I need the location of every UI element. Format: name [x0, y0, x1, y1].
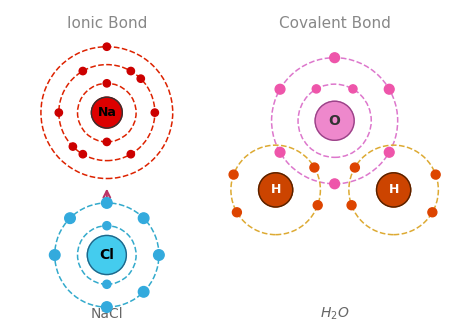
Text: H: H	[271, 183, 281, 196]
Text: O: O	[328, 114, 341, 128]
Text: Covalent Bond: Covalent Bond	[279, 16, 391, 31]
Circle shape	[275, 84, 285, 94]
Circle shape	[349, 85, 357, 93]
Circle shape	[330, 53, 339, 63]
Circle shape	[127, 151, 135, 158]
Circle shape	[428, 208, 437, 217]
Circle shape	[431, 170, 440, 179]
Text: Cl: Cl	[100, 248, 114, 262]
Circle shape	[55, 109, 63, 116]
Text: $H_2O$: $H_2O$	[320, 306, 349, 322]
Circle shape	[87, 235, 127, 274]
Circle shape	[376, 173, 410, 207]
Circle shape	[151, 109, 158, 116]
Circle shape	[101, 198, 112, 208]
Text: Ionic Bond: Ionic Bond	[67, 16, 147, 31]
Circle shape	[310, 163, 319, 172]
Circle shape	[69, 143, 76, 150]
Circle shape	[65, 213, 75, 223]
Circle shape	[103, 80, 110, 87]
Circle shape	[275, 147, 285, 157]
Circle shape	[103, 43, 110, 50]
Circle shape	[138, 213, 149, 223]
Circle shape	[154, 250, 164, 260]
Circle shape	[330, 179, 339, 189]
Text: NaCl: NaCl	[91, 307, 123, 321]
Circle shape	[350, 163, 359, 172]
Circle shape	[313, 201, 322, 210]
Circle shape	[138, 287, 149, 297]
Circle shape	[79, 68, 86, 75]
Circle shape	[103, 222, 111, 230]
Text: H: H	[388, 183, 399, 196]
Circle shape	[49, 250, 60, 260]
Circle shape	[79, 151, 86, 158]
Circle shape	[347, 201, 356, 210]
Circle shape	[91, 97, 122, 128]
Circle shape	[384, 147, 394, 157]
Circle shape	[258, 173, 293, 207]
Circle shape	[103, 280, 111, 288]
Circle shape	[232, 208, 241, 217]
Circle shape	[315, 101, 354, 140]
Text: Na: Na	[97, 106, 116, 119]
Circle shape	[127, 68, 135, 75]
Circle shape	[229, 170, 238, 179]
Circle shape	[103, 138, 110, 146]
Circle shape	[137, 75, 145, 82]
Circle shape	[312, 85, 320, 93]
Circle shape	[384, 84, 394, 94]
Circle shape	[101, 302, 112, 312]
